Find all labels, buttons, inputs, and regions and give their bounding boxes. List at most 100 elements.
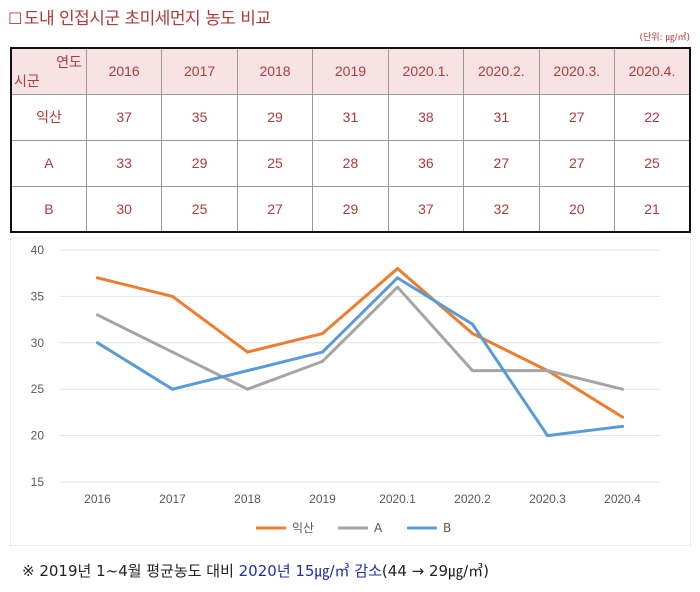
page-title: ☐ 도내 인접시군 초미세먼지 농도 비교 <box>8 4 271 29</box>
page-title-text: 도내 인접시군 초미세먼지 농도 비교 <box>23 9 271 29</box>
series-line <box>96 267 624 419</box>
footnote-end: ) <box>483 562 489 580</box>
y-tick-label: 35 <box>31 289 45 303</box>
footnote-unit: ㎍/㎥ <box>448 562 484 580</box>
table-cell: 21 <box>614 185 691 233</box>
corner-region-label: 시군 <box>14 72 40 89</box>
data-point <box>471 322 474 326</box>
data-point <box>171 294 174 298</box>
table-cell: 25 <box>236 139 314 187</box>
column-header: 2019 <box>312 47 389 95</box>
data-point <box>321 359 324 363</box>
table-cell: 33 <box>85 139 163 187</box>
data-point <box>621 424 624 428</box>
chart-frame <box>10 238 691 546</box>
column-header: 2018 <box>236 47 314 95</box>
table-cell: 29 <box>236 93 314 141</box>
footnote-prefix: ※ 2019년 1~4월 평균농도 대비 <box>22 562 239 580</box>
x-tick-label: 2016 <box>84 492 111 506</box>
legend-label: B <box>443 521 451 535</box>
table-cell: 32 <box>463 185 540 233</box>
data-table: 연도 시군 2016 2017 2018 2019 2020.1. 2020.2… <box>10 47 691 233</box>
table-cell: 25 <box>161 185 238 233</box>
table-row: A 33 29 25 28 36 27 27 25 <box>10 139 691 187</box>
unit-label: (단위: ㎍/㎥) <box>639 33 690 43</box>
table-cell: 29 <box>312 185 389 233</box>
x-tick-label: 2018 <box>234 492 261 506</box>
table-cell: 37 <box>85 93 163 141</box>
data-point <box>96 341 99 345</box>
table-cell: 27 <box>538 93 616 141</box>
data-point <box>171 350 174 354</box>
data-point <box>246 369 249 373</box>
table-header-row: 연도 시군 2016 2017 2018 2019 2020.1. 2020.2… <box>10 47 691 95</box>
column-header: 2017 <box>161 47 238 95</box>
legend-label: A <box>374 521 383 535</box>
y-tick-label: 30 <box>31 336 45 350</box>
y-tick-label: 20 <box>31 429 45 443</box>
table-row: B 30 25 27 29 37 32 20 21 <box>10 185 691 233</box>
data-point <box>621 387 624 391</box>
data-point <box>621 415 624 419</box>
table-cell: 38 <box>387 93 465 141</box>
footnote-highlight-value: 2020년 15 <box>238 562 315 580</box>
column-header: 2020.2. <box>463 47 540 95</box>
column-header: 2016 <box>85 47 163 95</box>
row-header: 익산 <box>10 93 87 141</box>
column-header: 2020.3. <box>538 47 616 95</box>
x-tick-label: 2019 <box>309 492 336 506</box>
table-cell: 36 <box>387 139 465 187</box>
data-point <box>321 350 324 354</box>
column-header: 2020.4. <box>614 47 691 95</box>
data-point <box>546 434 549 438</box>
table-cell: 25 <box>614 139 691 187</box>
footnote-suffix: (44 → 29 <box>381 562 449 580</box>
data-point <box>96 276 99 280</box>
table-row: 익산 37 35 29 31 38 31 27 22 <box>10 93 691 141</box>
x-tick-label: 2020.1 <box>379 492 416 506</box>
row-header: B <box>10 185 87 233</box>
data-point <box>471 332 474 336</box>
data-point <box>246 350 249 354</box>
legend-label: 익산 <box>292 521 314 535</box>
data-point <box>546 369 549 373</box>
footnote-highlight: 2020년 15㎍/㎥ 감소 <box>239 562 382 580</box>
table-cell: 30 <box>85 185 163 233</box>
table-cell: 28 <box>312 139 389 187</box>
x-tick-label: 2020.4 <box>604 492 641 506</box>
corner-year-label: 연도 <box>56 54 82 70</box>
table-corner-cell: 연도 시군 <box>10 47 87 95</box>
series-line <box>96 285 624 391</box>
data-point <box>96 313 99 317</box>
x-tick-label: 2020.3 <box>529 492 566 506</box>
data-point <box>396 276 399 280</box>
row-header: A <box>10 139 87 187</box>
table-cell: 22 <box>614 93 691 141</box>
table-cell: 29 <box>161 139 238 187</box>
y-tick-label: 15 <box>31 475 45 489</box>
table-cell: 20 <box>538 185 616 233</box>
x-tick-label: 2017 <box>159 492 186 506</box>
table-cell: 35 <box>161 93 238 141</box>
table-cell: 27 <box>463 139 540 187</box>
data-point <box>396 285 399 289</box>
data-point <box>171 387 174 391</box>
line-chart: 15 20 25 30 35 40 2016 2017 2018 2019 2020.1 2020.2… <box>10 238 691 546</box>
footnote-highlight-unit: ㎍/㎥ <box>314 562 350 580</box>
data-point <box>246 387 249 391</box>
x-tick-label: 2020.2 <box>454 492 491 506</box>
table-cell: 27 <box>236 185 314 233</box>
footnote: ※ 2019년 1~4월 평균농도 대비 2020년 15㎍/㎥ 감소(44 →… <box>22 560 489 581</box>
table-cell: 31 <box>463 93 540 141</box>
table-cell: 37 <box>387 185 465 233</box>
data-point <box>471 369 474 373</box>
table-cell: 27 <box>538 139 616 187</box>
column-header: 2020.1. <box>387 47 465 95</box>
y-tick-label: 25 <box>31 382 45 396</box>
data-point <box>321 332 324 336</box>
footnote-highlight-decrease: 감소 <box>349 562 382 580</box>
series-line <box>96 276 624 438</box>
data-point <box>396 267 399 271</box>
y-tick-label: 40 <box>31 243 45 257</box>
checkbox-icon: ☐ <box>8 9 22 28</box>
